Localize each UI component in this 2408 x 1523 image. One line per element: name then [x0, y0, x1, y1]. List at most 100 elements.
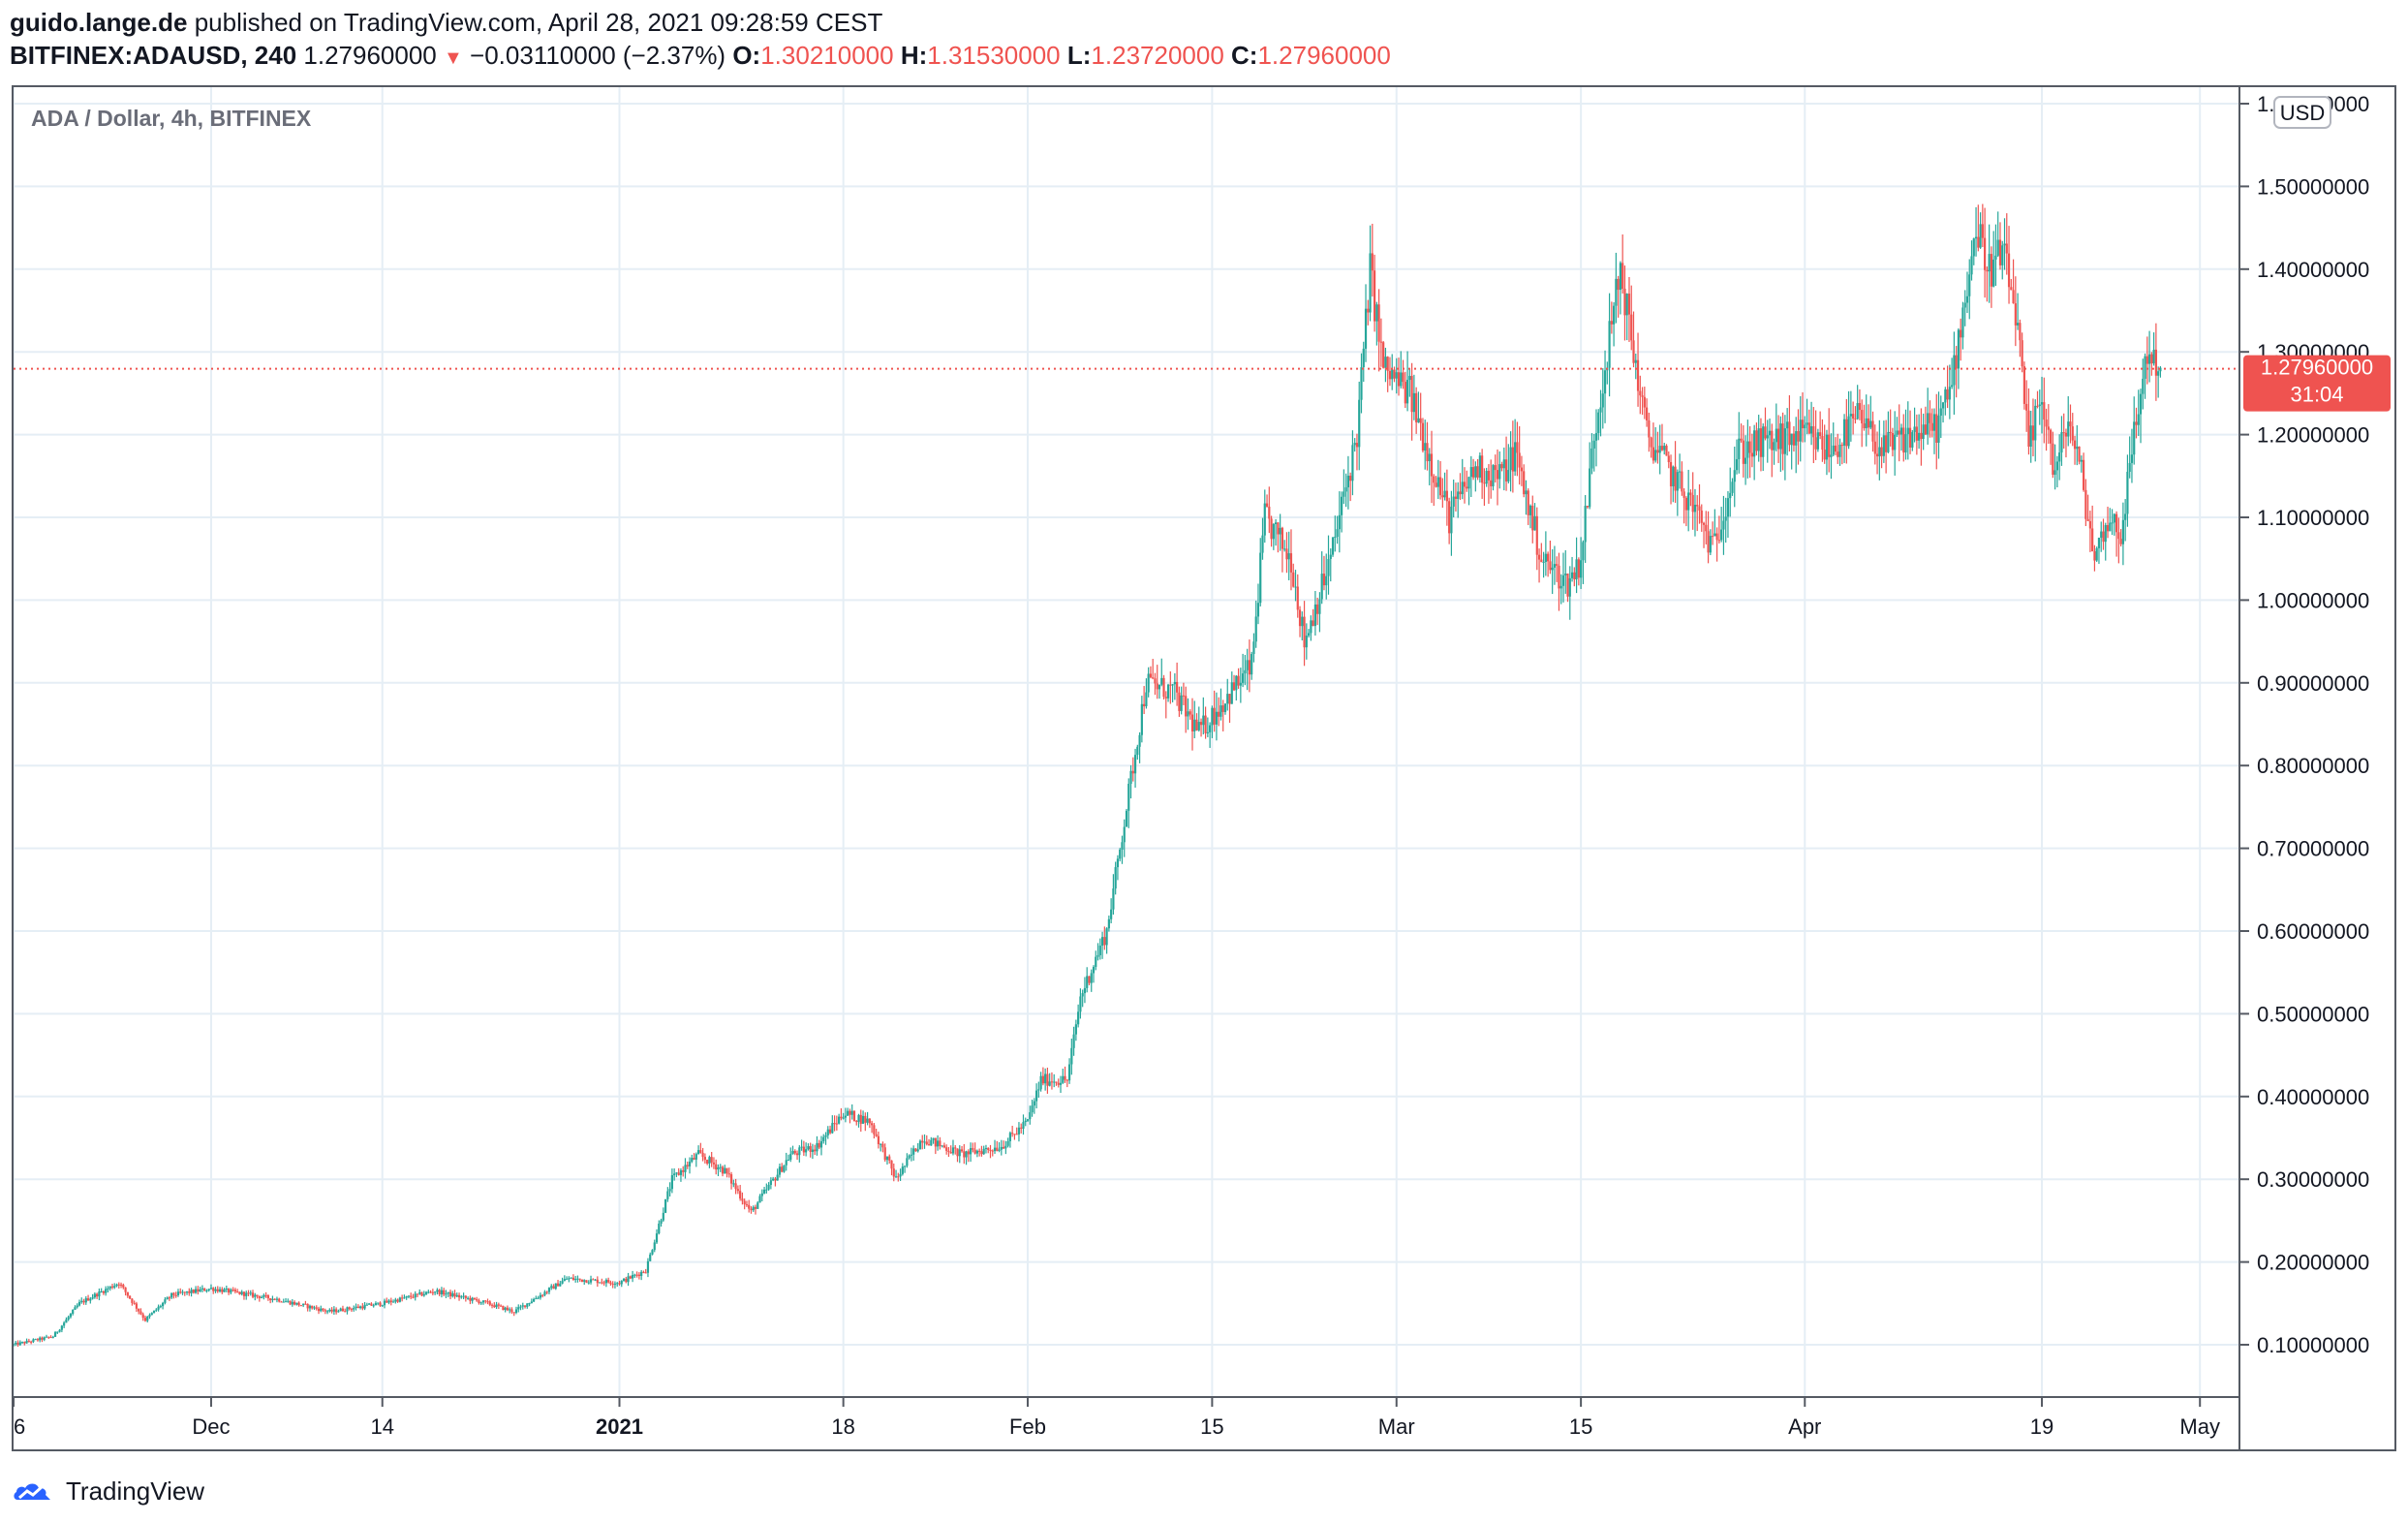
- candle-body: [1825, 434, 1829, 460]
- candle-body: [566, 1278, 569, 1280]
- candle-body: [1162, 677, 1165, 698]
- candle-body: [1443, 490, 1446, 498]
- candle-body: [1173, 681, 1176, 685]
- close-value: 1.27960000: [1257, 41, 1391, 70]
- candle-body: [633, 1274, 636, 1276]
- candle-body: [1256, 603, 1260, 617]
- candle-body: [1735, 458, 1739, 471]
- candle-body: [1116, 858, 1120, 868]
- candle-body: [1838, 445, 1841, 457]
- candle-body: [1766, 435, 1769, 439]
- candle-body: [1577, 559, 1580, 578]
- candle-body: [387, 1300, 390, 1303]
- candle-body: [897, 1176, 900, 1178]
- candle-body: [131, 1298, 134, 1303]
- candle-body: [1875, 453, 1879, 457]
- candle-body: [1847, 416, 1850, 447]
- candle-body: [1448, 501, 1451, 534]
- candle-body: [353, 1308, 355, 1310]
- candle-body: [1713, 533, 1716, 537]
- candle-body: [691, 1158, 694, 1162]
- candle-body: [304, 1303, 307, 1305]
- candle-body: [315, 1307, 318, 1309]
- candle-body: [67, 1317, 70, 1320]
- candle-body: [1481, 455, 1484, 483]
- candlestick-chart[interactable]: ADA / Dollar, 4h, BITFINEX 0.10000000 0.2…: [14, 87, 2394, 1449]
- candle-body: [168, 1297, 171, 1299]
- candle-body: [379, 1302, 382, 1306]
- candle-body: [1064, 1075, 1066, 1080]
- candle-body: [1110, 909, 1113, 919]
- candle-body: [346, 1307, 349, 1312]
- candle-body: [1776, 428, 1780, 450]
- candle-body: [1178, 692, 1181, 711]
- candle-body: [386, 1300, 388, 1303]
- price-axis[interactable]: 0.10000000 0.20000000 0.30000000 0.40000000…: [2239, 92, 2369, 1357]
- candle-body: [1753, 430, 1756, 457]
- candle-body: [1011, 1133, 1014, 1134]
- candle-body: [684, 1165, 687, 1172]
- candle-body: [1180, 695, 1183, 711]
- candle-body: [1619, 263, 1622, 291]
- candle-body: [1024, 1120, 1027, 1123]
- publish-info: published on TradingView.com, April 28, …: [194, 8, 883, 37]
- candle-body: [758, 1196, 761, 1203]
- candle-body: [80, 1300, 83, 1302]
- candle-body: [861, 1115, 865, 1124]
- candle-body: [1338, 514, 1341, 530]
- candle-body: [23, 1342, 26, 1344]
- candle-body: [1405, 380, 1409, 404]
- chart-frame[interactable]: ADA / Dollar, 4h, BITFINEX 0.10000000 0.2…: [12, 85, 2396, 1451]
- candle-body: [262, 1294, 265, 1297]
- candle-body: [613, 1283, 617, 1285]
- candle-body: [1613, 305, 1616, 325]
- symbol-label: BITFINEX:ADAUSD, 240: [10, 41, 297, 70]
- candle-body: [1707, 531, 1710, 553]
- tradingview-footer[interactable]: TradingView: [12, 1475, 204, 1507]
- candle-body: [831, 1123, 834, 1134]
- candle-body: [868, 1118, 871, 1124]
- candle-body: [543, 1291, 546, 1295]
- candle-body: [1646, 407, 1649, 420]
- candle-body: [251, 1292, 255, 1297]
- candle-body: [1129, 770, 1132, 785]
- candle-body: [642, 1271, 645, 1273]
- candle-body: [1665, 446, 1668, 456]
- candle-body: [1894, 434, 1897, 451]
- candle-body: [688, 1161, 692, 1166]
- candle-body: [649, 1254, 652, 1261]
- time-tick-label: Feb: [1009, 1414, 1046, 1439]
- candle-body: [1202, 715, 1205, 726]
- candle-body: [1320, 574, 1323, 600]
- candle-body: [1621, 263, 1624, 289]
- candle-body: [1275, 522, 1278, 525]
- candle-body: [1355, 443, 1359, 448]
- currency-badge[interactable]: USD: [2273, 96, 2331, 129]
- candle-body: [493, 1305, 496, 1308]
- candle-body: [1285, 548, 1288, 560]
- candle-body: [1849, 414, 1852, 417]
- candle-body: [894, 1176, 898, 1178]
- time-axis[interactable]: 16 Dec 14 2021 18 Feb 15 Mar 15 Apr 19 May: [14, 1397, 2220, 1439]
- candle-body: [2021, 340, 2023, 367]
- candle-body: [625, 1278, 628, 1283]
- candle-body: [1369, 253, 1372, 313]
- candle-body: [51, 1336, 54, 1338]
- candle-body: [188, 1290, 191, 1293]
- candle-body: [1915, 426, 1918, 441]
- candle-body: [1037, 1089, 1040, 1091]
- price-tick-label: 1.40000000: [2257, 258, 2369, 282]
- author-name[interactable]: guido.lange.de: [10, 8, 188, 37]
- candle-body: [1863, 422, 1866, 429]
- candle-body: [2150, 354, 2153, 364]
- candle-body: [750, 1208, 753, 1211]
- candle-body: [1656, 450, 1659, 453]
- candle-body: [1166, 684, 1170, 699]
- candle-body: [1908, 427, 1912, 448]
- candle-body: [16, 1342, 19, 1346]
- candle-body: [1586, 506, 1590, 508]
- candle-body: [883, 1147, 886, 1161]
- candle-body: [1551, 567, 1554, 571]
- candle-body: [2029, 425, 2032, 448]
- candle-body: [93, 1293, 96, 1298]
